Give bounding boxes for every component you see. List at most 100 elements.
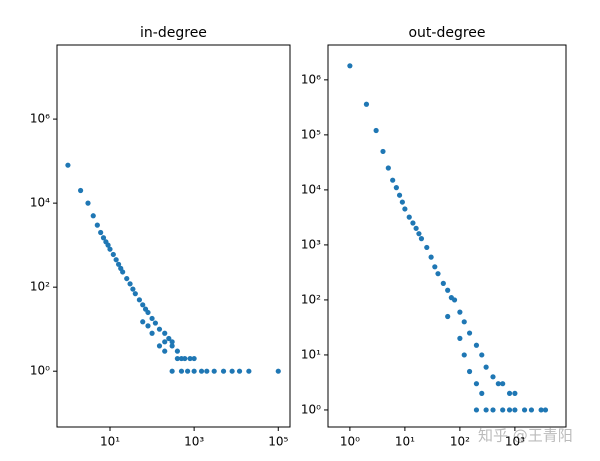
point [115,261,122,267]
point [432,264,438,270]
x-tick-label: 10¹ [395,435,415,449]
y-tick-label: 10² [301,292,321,306]
point [396,192,403,198]
point [506,390,513,396]
point [130,286,136,292]
x-tick-label: 10³ [505,435,525,449]
point [440,280,446,286]
point [500,407,506,413]
point [466,368,473,375]
point [156,326,163,332]
point [178,368,185,374]
point [435,271,441,277]
y-tick-label: 10⁶ [301,72,321,86]
point [127,281,133,287]
point [402,206,408,212]
point [187,355,193,362]
point [399,199,405,205]
point [105,242,111,248]
point [191,368,197,374]
subplot-title: out-degree [408,25,485,41]
point [140,302,146,308]
x-tick-label: 10⁰ [340,435,360,449]
x-tick-label: 10² [450,435,470,449]
point [162,339,168,345]
point [461,352,467,358]
point [100,235,107,241]
point [483,407,489,413]
point [220,368,227,374]
y-tick-label: 10¹ [301,347,321,361]
point [461,319,467,325]
point [363,101,370,107]
y-tick-label: 10⁴ [30,196,50,210]
y-tick-label: 10² [30,280,50,294]
point [490,374,496,380]
point [479,390,485,396]
point [166,335,172,342]
point [410,220,416,226]
point [416,231,422,237]
axes-frame [327,44,567,428]
point [120,269,126,275]
point [380,148,386,155]
point [191,355,197,362]
point [246,368,252,374]
point [473,407,480,413]
point [457,309,463,315]
y-tick-label: 10⁰ [30,364,50,378]
point [512,390,518,396]
point [542,407,549,413]
point [90,213,96,219]
y-tick-label: 10⁴ [301,182,321,196]
point [98,229,104,236]
point [457,335,463,341]
point [413,225,419,231]
point [149,330,155,336]
point [174,355,180,362]
y-tick-label: 10⁵ [301,127,321,141]
point [162,330,168,336]
point [473,381,480,387]
point [169,368,175,374]
point [124,275,130,282]
point [174,348,180,354]
point [406,214,412,220]
point [483,364,489,370]
x-tick-label: 10³ [184,435,204,449]
point [347,63,353,69]
y-tick-label: 10⁰ [301,402,321,416]
point [198,368,205,374]
point [169,343,175,349]
point [473,342,480,348]
axes-frame [56,44,291,428]
point [94,222,100,228]
point [418,236,425,242]
point [393,185,399,191]
x-tick-label: 10¹ [100,435,120,449]
point [506,407,513,413]
point [145,323,151,329]
y-tick-label: 10³ [301,237,321,251]
point [140,319,146,325]
point [136,297,142,303]
point [512,407,518,413]
point [113,257,119,263]
point [145,309,151,316]
point [538,407,544,413]
point [428,254,434,260]
point [149,315,155,322]
point [385,165,391,171]
point [85,200,91,206]
point [495,381,501,387]
point [110,251,116,258]
point [211,368,217,374]
point [132,291,138,297]
point [185,368,191,374]
point [229,368,235,374]
point [162,348,168,354]
point [490,407,496,413]
point [479,352,485,358]
point [500,381,506,387]
